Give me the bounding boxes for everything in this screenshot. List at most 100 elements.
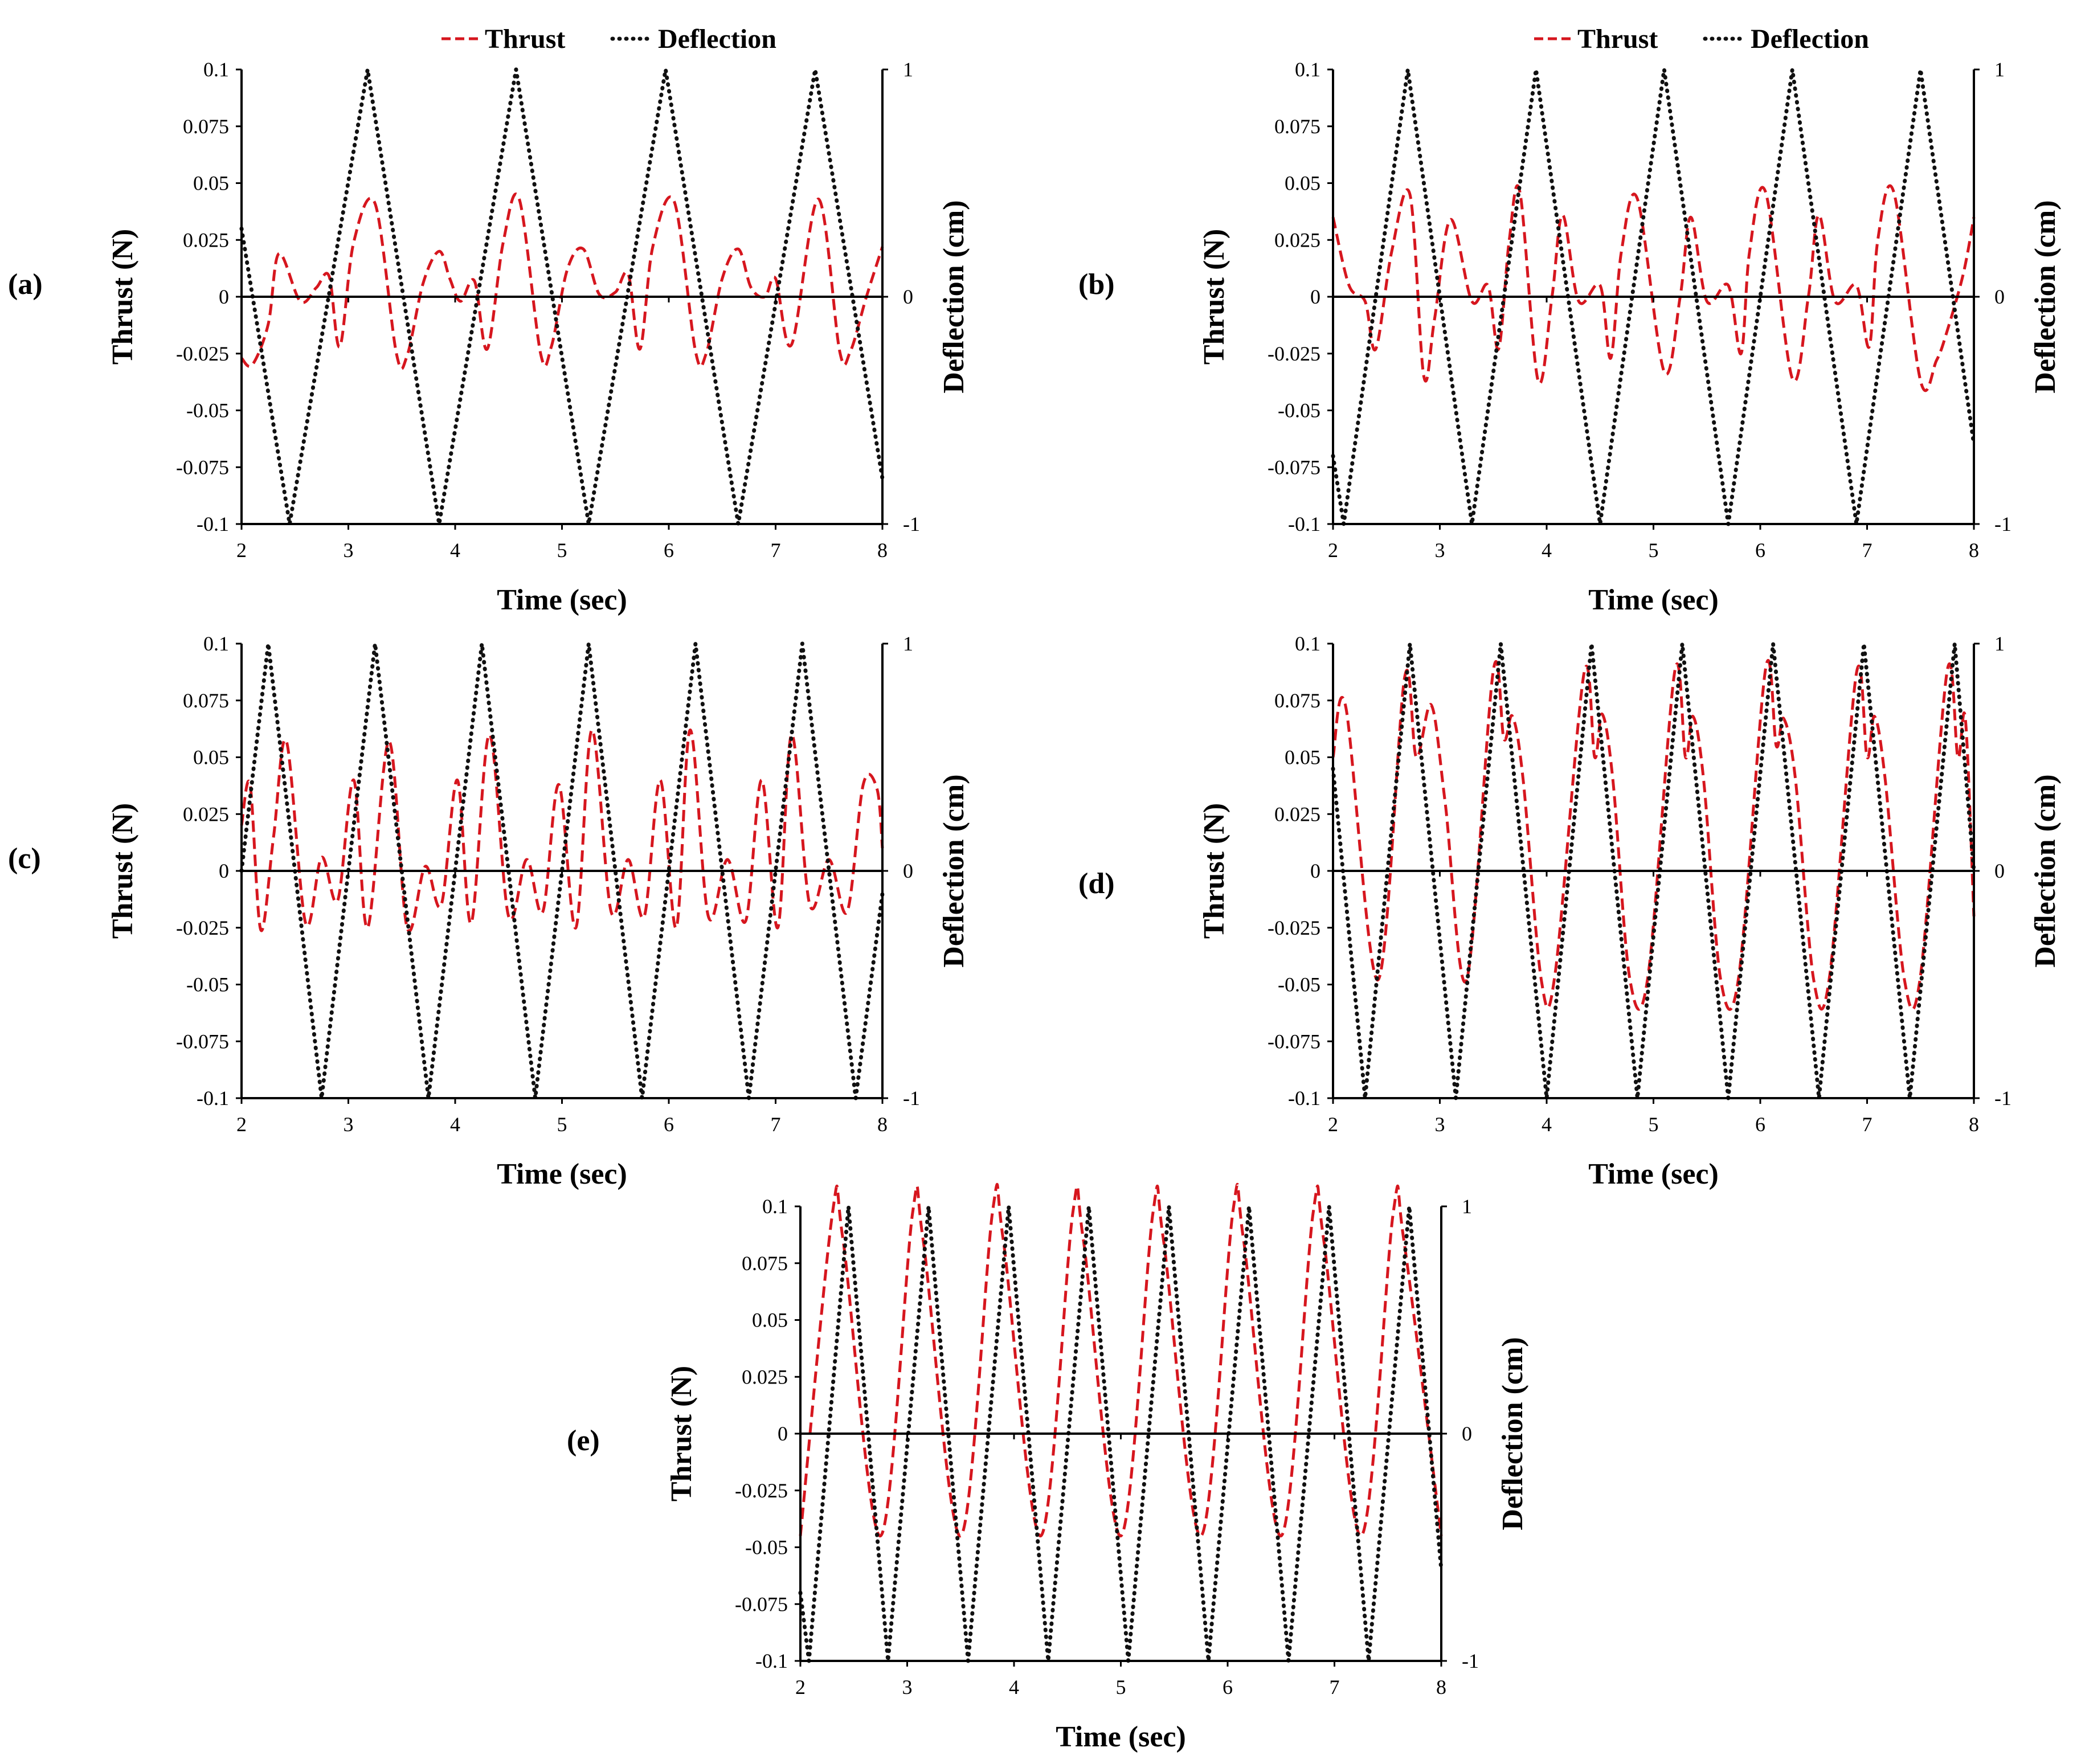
- y-tick-label-d-4: 0: [1310, 860, 1320, 882]
- y-tick-label-a-1: 0.075: [183, 115, 229, 138]
- y-tick-label-e-3: 0.025: [742, 1365, 788, 1388]
- y-tick-label-e-1: 0.075: [742, 1252, 788, 1275]
- y-tick-label-d-3: 0.025: [1274, 803, 1320, 825]
- y2-tick-label-b-0: 1: [1994, 58, 2005, 81]
- panel-label-b: (b): [1078, 268, 1115, 301]
- y2-tick-label-d-0: 1: [1994, 632, 2005, 655]
- y-tick-label-c-6: -0.05: [186, 973, 229, 996]
- y-tick-label-a-2: 0.05: [193, 172, 229, 195]
- series-thrust-d: [1331, 659, 1976, 1011]
- y-tick-label-a-4: 0: [219, 285, 229, 308]
- y-tick-label-c-2: 0.05: [193, 746, 229, 769]
- y-tick-label-d-0: 0.1: [1295, 632, 1320, 655]
- y-tick-label-c-5: -0.025: [176, 916, 229, 939]
- y2-tick-label-b-2: -1: [1994, 513, 2012, 535]
- x-tick-label-a-2: 4: [450, 539, 460, 562]
- x-tick-label-c-5: 7: [771, 1113, 781, 1136]
- y-tick-label-a-0: 0.1: [203, 58, 229, 81]
- x-tick-label-c-3: 5: [557, 1113, 567, 1136]
- y-tick-label-a-7: -0.075: [176, 456, 229, 478]
- y-tick-label-d-1: 0.075: [1274, 689, 1320, 712]
- y2-tick-label-a-2: -1: [903, 513, 920, 535]
- x-tick-label-a-1: 3: [344, 539, 354, 562]
- y-tick-label-d-5: -0.025: [1268, 916, 1320, 939]
- x-tick-label-d-1: 3: [1435, 1113, 1445, 1136]
- x-tick-label-c-6: 8: [877, 1113, 888, 1136]
- y2-tick-label-a-0: 1: [903, 58, 913, 81]
- x-tick-label-a-0: 2: [236, 539, 247, 562]
- x-axis-title-a: Time (sec): [497, 584, 627, 616]
- x-tick-label-e-6: 8: [1436, 1676, 1446, 1698]
- y-tick-label-d-7: -0.075: [1268, 1030, 1320, 1053]
- x-axis-title-d: Time (sec): [1588, 1158, 1719, 1190]
- x-tick-label-d-5: 7: [1862, 1113, 1873, 1136]
- y-tick-label-e-4: 0: [778, 1422, 788, 1445]
- panel-label-d: (d): [1078, 867, 1115, 900]
- y-tick-label-e-2: 0.05: [752, 1309, 788, 1332]
- x-tick-label-d-0: 2: [1328, 1113, 1338, 1136]
- y-tick-label-d-6: -0.05: [1278, 973, 1320, 996]
- panel-e: 0.1 0.075 0.05 0.025 0 -0.025 -0.05 -0.075 -0.1 1…: [567, 1182, 1529, 1753]
- y-tick-label-e-0: 0.1: [762, 1195, 788, 1218]
- x-tick-label-e-4: 6: [1223, 1676, 1233, 1698]
- y-tick-label-b-7: -0.075: [1268, 456, 1320, 478]
- y-tick-label-c-4: 0: [219, 860, 229, 882]
- y-tick-label-c-8: -0.1: [197, 1087, 229, 1110]
- x-tick-label-e-2: 4: [1009, 1676, 1019, 1698]
- y-tick-label-b-5: -0.025: [1268, 342, 1320, 365]
- y-axis-title-d: Thrust (N): [1198, 803, 1230, 939]
- y2-tick-label-e-2: -1: [1462, 1650, 1479, 1672]
- panel-d: 0.1 0.075 0.05 0.025 0 -0.025 -0.05 -0.075 -0.1 1…: [1078, 632, 2062, 1190]
- x-tick-label-c-2: 4: [450, 1113, 460, 1136]
- x-tick-label-c-4: 6: [664, 1113, 674, 1136]
- x-tick-label-a-5: 7: [771, 539, 781, 562]
- y-tick-label-b-3: 0.025: [1274, 228, 1320, 251]
- x-tick-label-b-2: 4: [1542, 539, 1552, 562]
- panel-c: 0.1 0.075 0.05 0.025 0 -0.025 -0.05 -0.075 -0.1 1…: [8, 632, 970, 1190]
- x-tick-label-e-0: 2: [795, 1676, 806, 1698]
- x-axis-title-b: Time (sec): [1588, 584, 1719, 616]
- panel-b: 0.1 0.075 0.05 0.025 0 -0.025 -0.05 -0.075 -0.1 1…: [1078, 24, 2062, 616]
- x-tick-label-d-2: 4: [1542, 1113, 1552, 1136]
- x-tick-label-a-3: 5: [557, 539, 567, 562]
- x-tick-label-d-4: 6: [1755, 1113, 1765, 1136]
- x-axis-title-e: Time (sec): [1056, 1721, 1186, 1753]
- y-tick-label-b-2: 0.05: [1285, 172, 1320, 195]
- y-tick-label-c-1: 0.075: [183, 689, 229, 712]
- x-tick-label-e-1: 3: [902, 1676, 913, 1698]
- y-tick-label-a-6: -0.05: [186, 399, 229, 422]
- y2-tick-label-d-2: -1: [1994, 1087, 2012, 1110]
- y2-tick-label-e-1: 0: [1462, 1422, 1472, 1445]
- y2-tick-label-c-1: 0: [903, 860, 913, 882]
- y-tick-label-e-6: -0.05: [745, 1536, 788, 1559]
- y2-axis-title-a: Deflection (cm): [938, 200, 970, 393]
- legend-deflection-label-b: Deflection: [1751, 24, 1869, 54]
- x-tick-label-d-3: 5: [1649, 1113, 1659, 1136]
- y2-axis-title-b: Deflection (cm): [2029, 200, 2062, 393]
- y-tick-label-a-3: 0.025: [183, 228, 229, 251]
- y2-tick-label-c-2: -1: [903, 1087, 920, 1110]
- y-tick-label-d-2: 0.05: [1285, 746, 1320, 769]
- y-axis-title-e: Thrust (N): [665, 1366, 698, 1501]
- y-tick-label-b-6: -0.05: [1278, 399, 1320, 422]
- y2-tick-label-c-0: 1: [903, 632, 913, 655]
- x-axis-title-c: Time (sec): [497, 1158, 627, 1190]
- y-tick-label-b-4: 0: [1310, 285, 1320, 308]
- x-tick-label-e-5: 7: [1330, 1676, 1340, 1698]
- y-tick-label-b-1: 0.075: [1274, 115, 1320, 138]
- y2-tick-label-d-1: 0: [1994, 860, 2005, 882]
- y-axis-title-b: Thrust (N): [1198, 229, 1230, 365]
- y-tick-label-b-8: -0.1: [1288, 513, 1320, 535]
- y2-tick-label-a-1: 0: [903, 285, 913, 308]
- legend-thrust-label-b: Thrust: [1577, 24, 1658, 54]
- panel-label-a: (a): [8, 268, 43, 301]
- panel-label-c: (c): [8, 842, 41, 875]
- y2-axis-title-e: Deflection (cm): [1497, 1337, 1529, 1530]
- series-thrust-e: [799, 1182, 1443, 1538]
- x-tick-label-b-6: 8: [1969, 539, 1979, 562]
- x-tick-label-b-5: 7: [1862, 539, 1873, 562]
- y-axis-title-a: Thrust (N): [107, 229, 139, 365]
- x-tick-label-b-4: 6: [1755, 539, 1765, 562]
- y-tick-label-e-8: -0.1: [755, 1650, 788, 1672]
